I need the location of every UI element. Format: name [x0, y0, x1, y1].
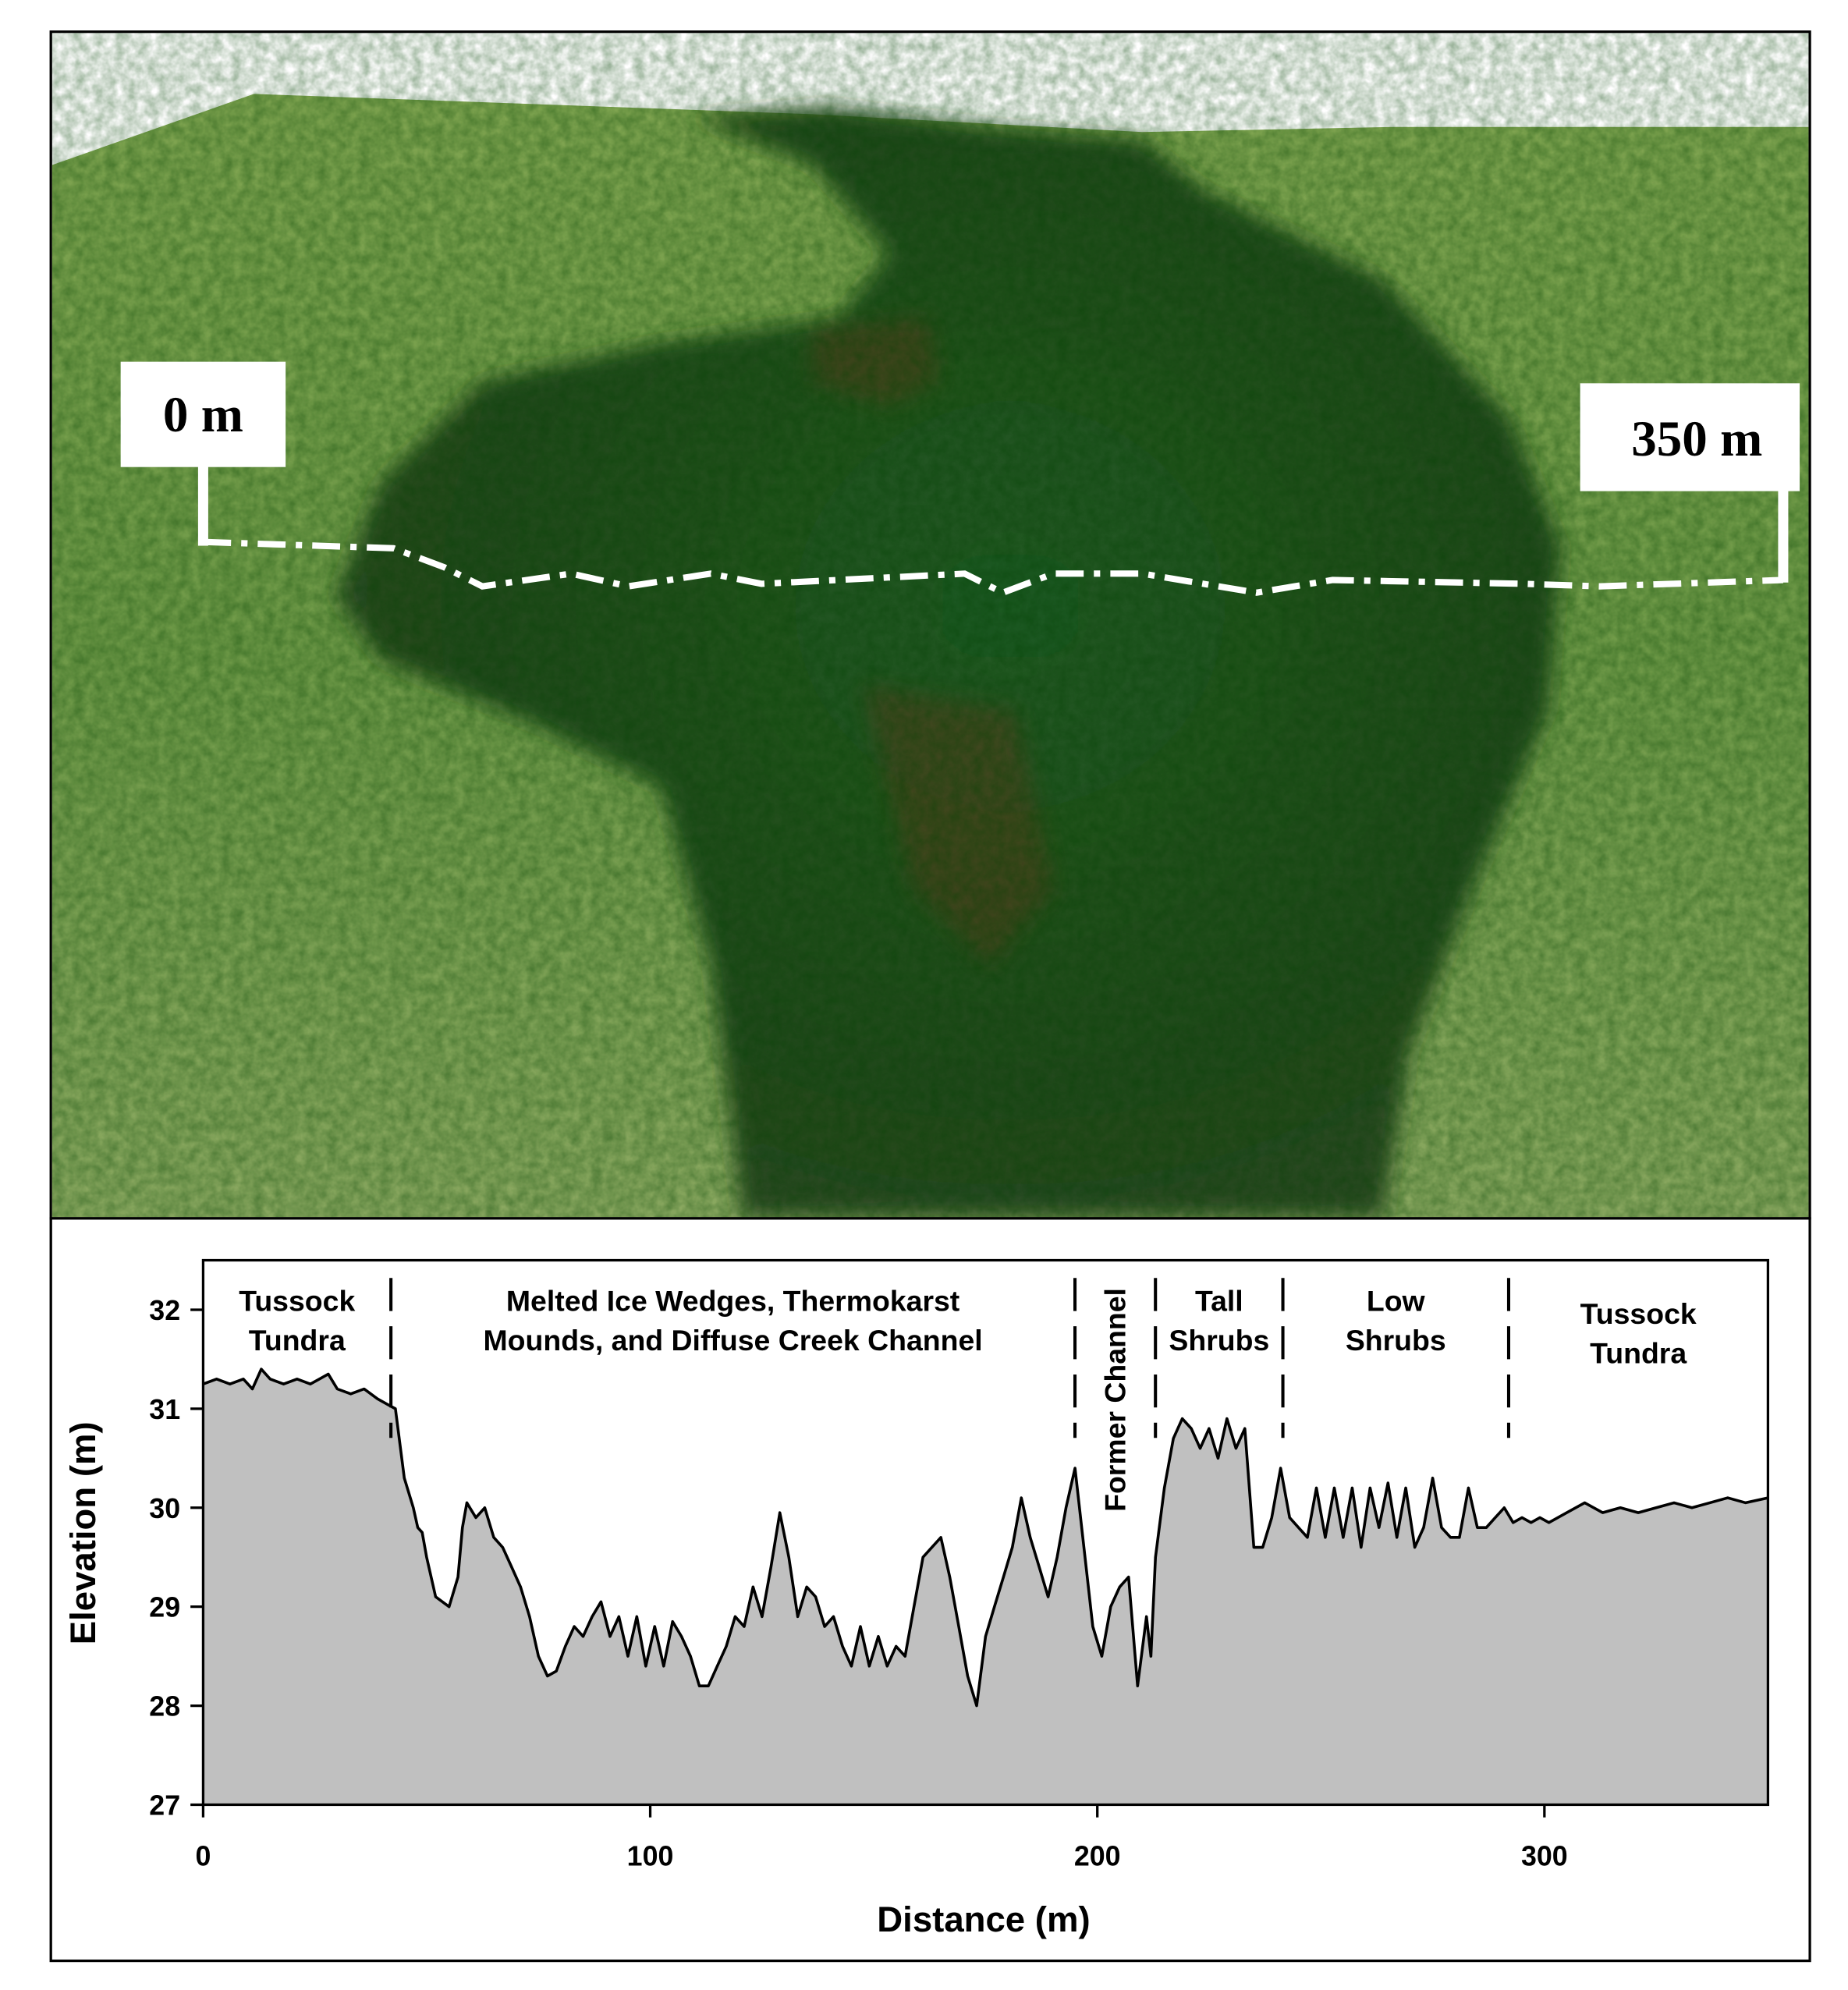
x-tick-label: 300 [1521, 1841, 1568, 1872]
zone-label: Melted Ice Wedges, Thermokarst [506, 1285, 959, 1318]
y-tick-label: 31 [149, 1394, 180, 1425]
zone-label: Tussock [239, 1285, 355, 1318]
y-axis-title: Elevation (m) [63, 1421, 103, 1644]
marker-stem [197, 464, 208, 546]
y-tick-label: 29 [149, 1592, 180, 1623]
y-tick-label: 28 [149, 1691, 180, 1722]
zone-label: Mounds, and Diffuse Creek Channel [484, 1324, 983, 1357]
x-axis-title: Distance (m) [877, 1900, 1090, 1939]
texture [51, 33, 1809, 1218]
plot-frame [201, 1258, 1770, 1807]
profile-line [202, 1367, 1768, 1708]
x-tick-label: 0 [195, 1841, 211, 1872]
zone-label: Former Channel [1099, 1288, 1132, 1512]
marker-stem [1778, 488, 1789, 583]
end-label: 350 m [1631, 411, 1762, 467]
y-tick-label: 27 [149, 1790, 180, 1821]
x-tick-label: 200 [1074, 1841, 1121, 1872]
zone-label: Tussock [1580, 1297, 1697, 1330]
marker-box [1580, 383, 1800, 491]
zone-label: Shrubs [1346, 1324, 1446, 1357]
zone-label: Shrubs [1169, 1324, 1269, 1357]
zone-label: Tundra [1590, 1336, 1687, 1369]
y-tick-label: 30 [149, 1493, 180, 1524]
chart: Distance (m) Elevation (m) Tussock Tundra… [63, 1258, 1770, 1939]
transect-line [203, 538, 1784, 597]
start-label: 0 m [163, 387, 243, 443]
x-tick-label: 100 [627, 1841, 674, 1872]
y-tick-label: 32 [149, 1295, 180, 1326]
photo-panel: 0 m 350 m [49, 30, 1811, 1220]
zone-label: Tundra [249, 1324, 346, 1357]
zone-label: Low [1367, 1285, 1426, 1318]
zone-label: Tall [1195, 1285, 1243, 1318]
marker-box [120, 361, 286, 467]
area-fill [203, 1369, 1768, 1805]
